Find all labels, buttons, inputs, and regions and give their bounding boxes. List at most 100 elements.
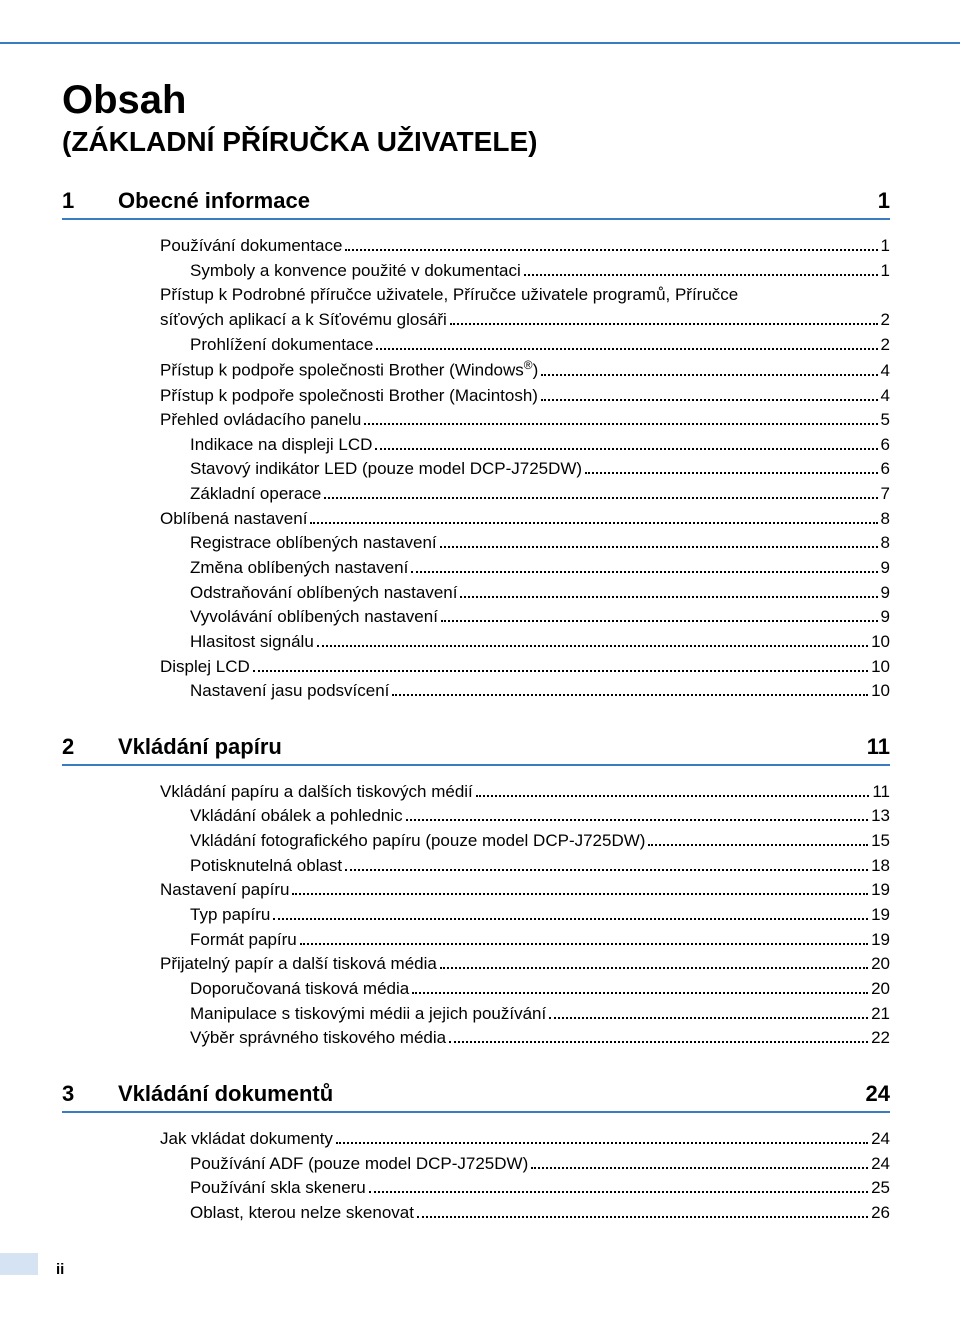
entry-page: 5 — [881, 408, 890, 433]
leader-dots — [317, 645, 868, 647]
toc-entry[interactable]: Vkládání fotografického papíru (pouze mo… — [160, 829, 890, 854]
entry-text: Typ papíru — [190, 903, 270, 928]
section-page: 1 — [878, 188, 890, 214]
entry-page: 8 — [881, 507, 890, 532]
entry-page: 2 — [881, 333, 890, 358]
entry-text: Přístup k podpoře společnosti Brother (W… — [160, 357, 538, 383]
entry-text: Symboly a konvence použité v dokumentaci — [190, 259, 521, 284]
leader-dots — [476, 795, 870, 797]
toc-entry[interactable]: Přehled ovládacího panelu5 — [160, 408, 890, 433]
toc-entry[interactable]: Doporučovaná tisková média20 — [160, 977, 890, 1002]
content-area: Obsah (ZÁKLADNÍ PŘÍRUČKA UŽIVATELE) 1Obe… — [62, 78, 890, 1225]
leader-dots — [449, 1041, 868, 1043]
toc-entry[interactable]: Přístup k podpoře společnosti Brother (W… — [160, 357, 890, 383]
toc-section: 2Vkládání papíru11 Vkládání papíru a dalš… — [62, 734, 890, 1051]
toc-entry[interactable]: Přijatelný papír a další tisková média20 — [160, 952, 890, 977]
entry-page: 4 — [881, 359, 890, 384]
toc-entry[interactable]: Formát papíru19 — [160, 928, 890, 953]
leader-dots — [300, 943, 868, 945]
toc-entry[interactable]: Přístup k Podrobné příručce uživatele, P… — [160, 283, 890, 308]
entries-list: Jak vkládat dokumenty24Používání ADF (po… — [160, 1127, 890, 1226]
leader-dots — [345, 249, 877, 251]
toc-entry[interactable]: Používání ADF (pouze model DCP-J725DW)24 — [160, 1152, 890, 1177]
toc-entry[interactable]: Základní operace7 — [160, 482, 890, 507]
entry-text: Vkládání obálek a pohlednic — [190, 804, 403, 829]
entry-text: Vkládání fotografického papíru (pouze mo… — [190, 829, 645, 854]
toc-entry[interactable]: Používání skla skeneru25 — [160, 1176, 890, 1201]
entry-page: 4 — [881, 384, 890, 409]
toc-entry[interactable]: Prohlížení dokumentace2 — [160, 333, 890, 358]
toc-entry[interactable]: Potisknutelná oblast18 — [160, 854, 890, 879]
entry-page: 24 — [871, 1127, 890, 1152]
registered-symbol: ® — [524, 358, 533, 372]
entry-page: 8 — [881, 531, 890, 556]
entry-text: Stavový indikátor LED (pouze model DCP-J… — [190, 457, 582, 482]
entry-text: Manipulace s tiskovými médii a jejich po… — [190, 1002, 546, 1027]
entry-page: 20 — [871, 977, 890, 1002]
top-rule — [0, 42, 960, 44]
entries-list: Používání dokumentace1Symboly a konvence… — [160, 234, 890, 704]
leader-dots — [440, 967, 868, 969]
entry-page: 21 — [871, 1002, 890, 1027]
entry-text: Výběr správného tiskového média — [190, 1026, 446, 1051]
leader-dots — [336, 1142, 868, 1144]
entry-page: 22 — [871, 1026, 890, 1051]
toc-entry[interactable]: Indikace na displeji LCD6 — [160, 433, 890, 458]
toc-entry[interactable]: Registrace oblíbených nastavení 8 — [160, 531, 890, 556]
leader-dots — [253, 670, 868, 672]
toc-entry[interactable]: Stavový indikátor LED (pouze model DCP-J… — [160, 457, 890, 482]
entry-page: 13 — [871, 804, 890, 829]
toc-entry[interactable]: Oblíbená nastavení 8 — [160, 507, 890, 532]
entry-page: 10 — [871, 655, 890, 680]
toc-entry[interactable]: Nastavení papíru 19 — [160, 878, 890, 903]
entry-page: 1 — [881, 259, 890, 284]
entry-page: 19 — [871, 878, 890, 903]
section-page: 24 — [866, 1081, 890, 1107]
toc-entry[interactable]: Přístup k podpoře společnosti Brother (M… — [160, 384, 890, 409]
leader-dots — [392, 694, 868, 696]
entry-page: 9 — [881, 556, 890, 581]
entry-text: Oblíbená nastavení — [160, 507, 307, 532]
section-heading[interactable]: 1Obecné informace1 — [62, 188, 890, 220]
section-title: Vkládání papíru — [118, 734, 855, 760]
entry-text: Používání dokumentace — [160, 234, 342, 259]
section-heading[interactable]: 2Vkládání papíru11 — [62, 734, 890, 766]
toc-entry[interactable]: síťových aplikací a k Síťovému glosáři2 — [160, 308, 890, 333]
toc-entry[interactable]: Vkládání papíru a dalších tiskových médi… — [160, 780, 890, 805]
entry-text: Nastavení papíru — [160, 878, 289, 903]
toc-entry[interactable]: Vyvolávání oblíbených nastavení9 — [160, 605, 890, 630]
toc-entry[interactable]: Nastavení jasu podsvícení10 — [160, 679, 890, 704]
entry-page: 6 — [881, 457, 890, 482]
entry-text: Přístup k podpoře společnosti Brother (M… — [160, 384, 538, 409]
entry-text: Displej LCD — [160, 655, 250, 680]
toc-entry[interactable]: Výběr správného tiskového média 22 — [160, 1026, 890, 1051]
toc-entry[interactable]: Používání dokumentace 1 — [160, 234, 890, 259]
toc-entry[interactable]: Symboly a konvence použité v dokumentaci… — [160, 259, 890, 284]
section-heading[interactable]: 3Vkládání dokumentů24 — [62, 1081, 890, 1113]
entry-page: 2 — [881, 308, 890, 333]
footer: ii — [0, 1253, 38, 1280]
toc-entry[interactable]: Jak vkládat dokumenty24 — [160, 1127, 890, 1152]
section-number: 1 — [62, 188, 118, 214]
section-number: 2 — [62, 734, 118, 760]
toc-entry[interactable]: Vkládání obálek a pohlednic 13 — [160, 804, 890, 829]
entry-page: 1 — [881, 234, 890, 259]
toc-entry[interactable]: Změna oblíbených nastavení9 — [160, 556, 890, 581]
toc-entry[interactable]: Displej LCD 10 — [160, 655, 890, 680]
entry-text: Používání skla skeneru — [190, 1176, 366, 1201]
toc-entry[interactable]: Typ papíru 19 — [160, 903, 890, 928]
entry-page: 19 — [871, 928, 890, 953]
toc-section: 3Vkládání dokumentů24 Jak vkládat dokumen… — [62, 1081, 890, 1226]
leader-dots — [345, 869, 868, 871]
toc-entry[interactable]: Oblast, kterou nelze skenovat26 — [160, 1201, 890, 1226]
toc-entry[interactable]: Manipulace s tiskovými médii a jejich po… — [160, 1002, 890, 1027]
entry-text: Registrace oblíbených nastavení — [190, 531, 437, 556]
page-number: ii — [56, 1261, 64, 1278]
leader-dots — [273, 918, 868, 920]
toc-entry[interactable]: Hlasitost signálu10 — [160, 630, 890, 655]
entry-page: 19 — [871, 903, 890, 928]
toc-entry[interactable]: Odstraňování oblíbených nastavení9 — [160, 581, 890, 606]
entry-page: 24 — [871, 1152, 890, 1177]
leader-dots — [411, 571, 877, 573]
entry-text: Nastavení jasu podsvícení — [190, 679, 389, 704]
